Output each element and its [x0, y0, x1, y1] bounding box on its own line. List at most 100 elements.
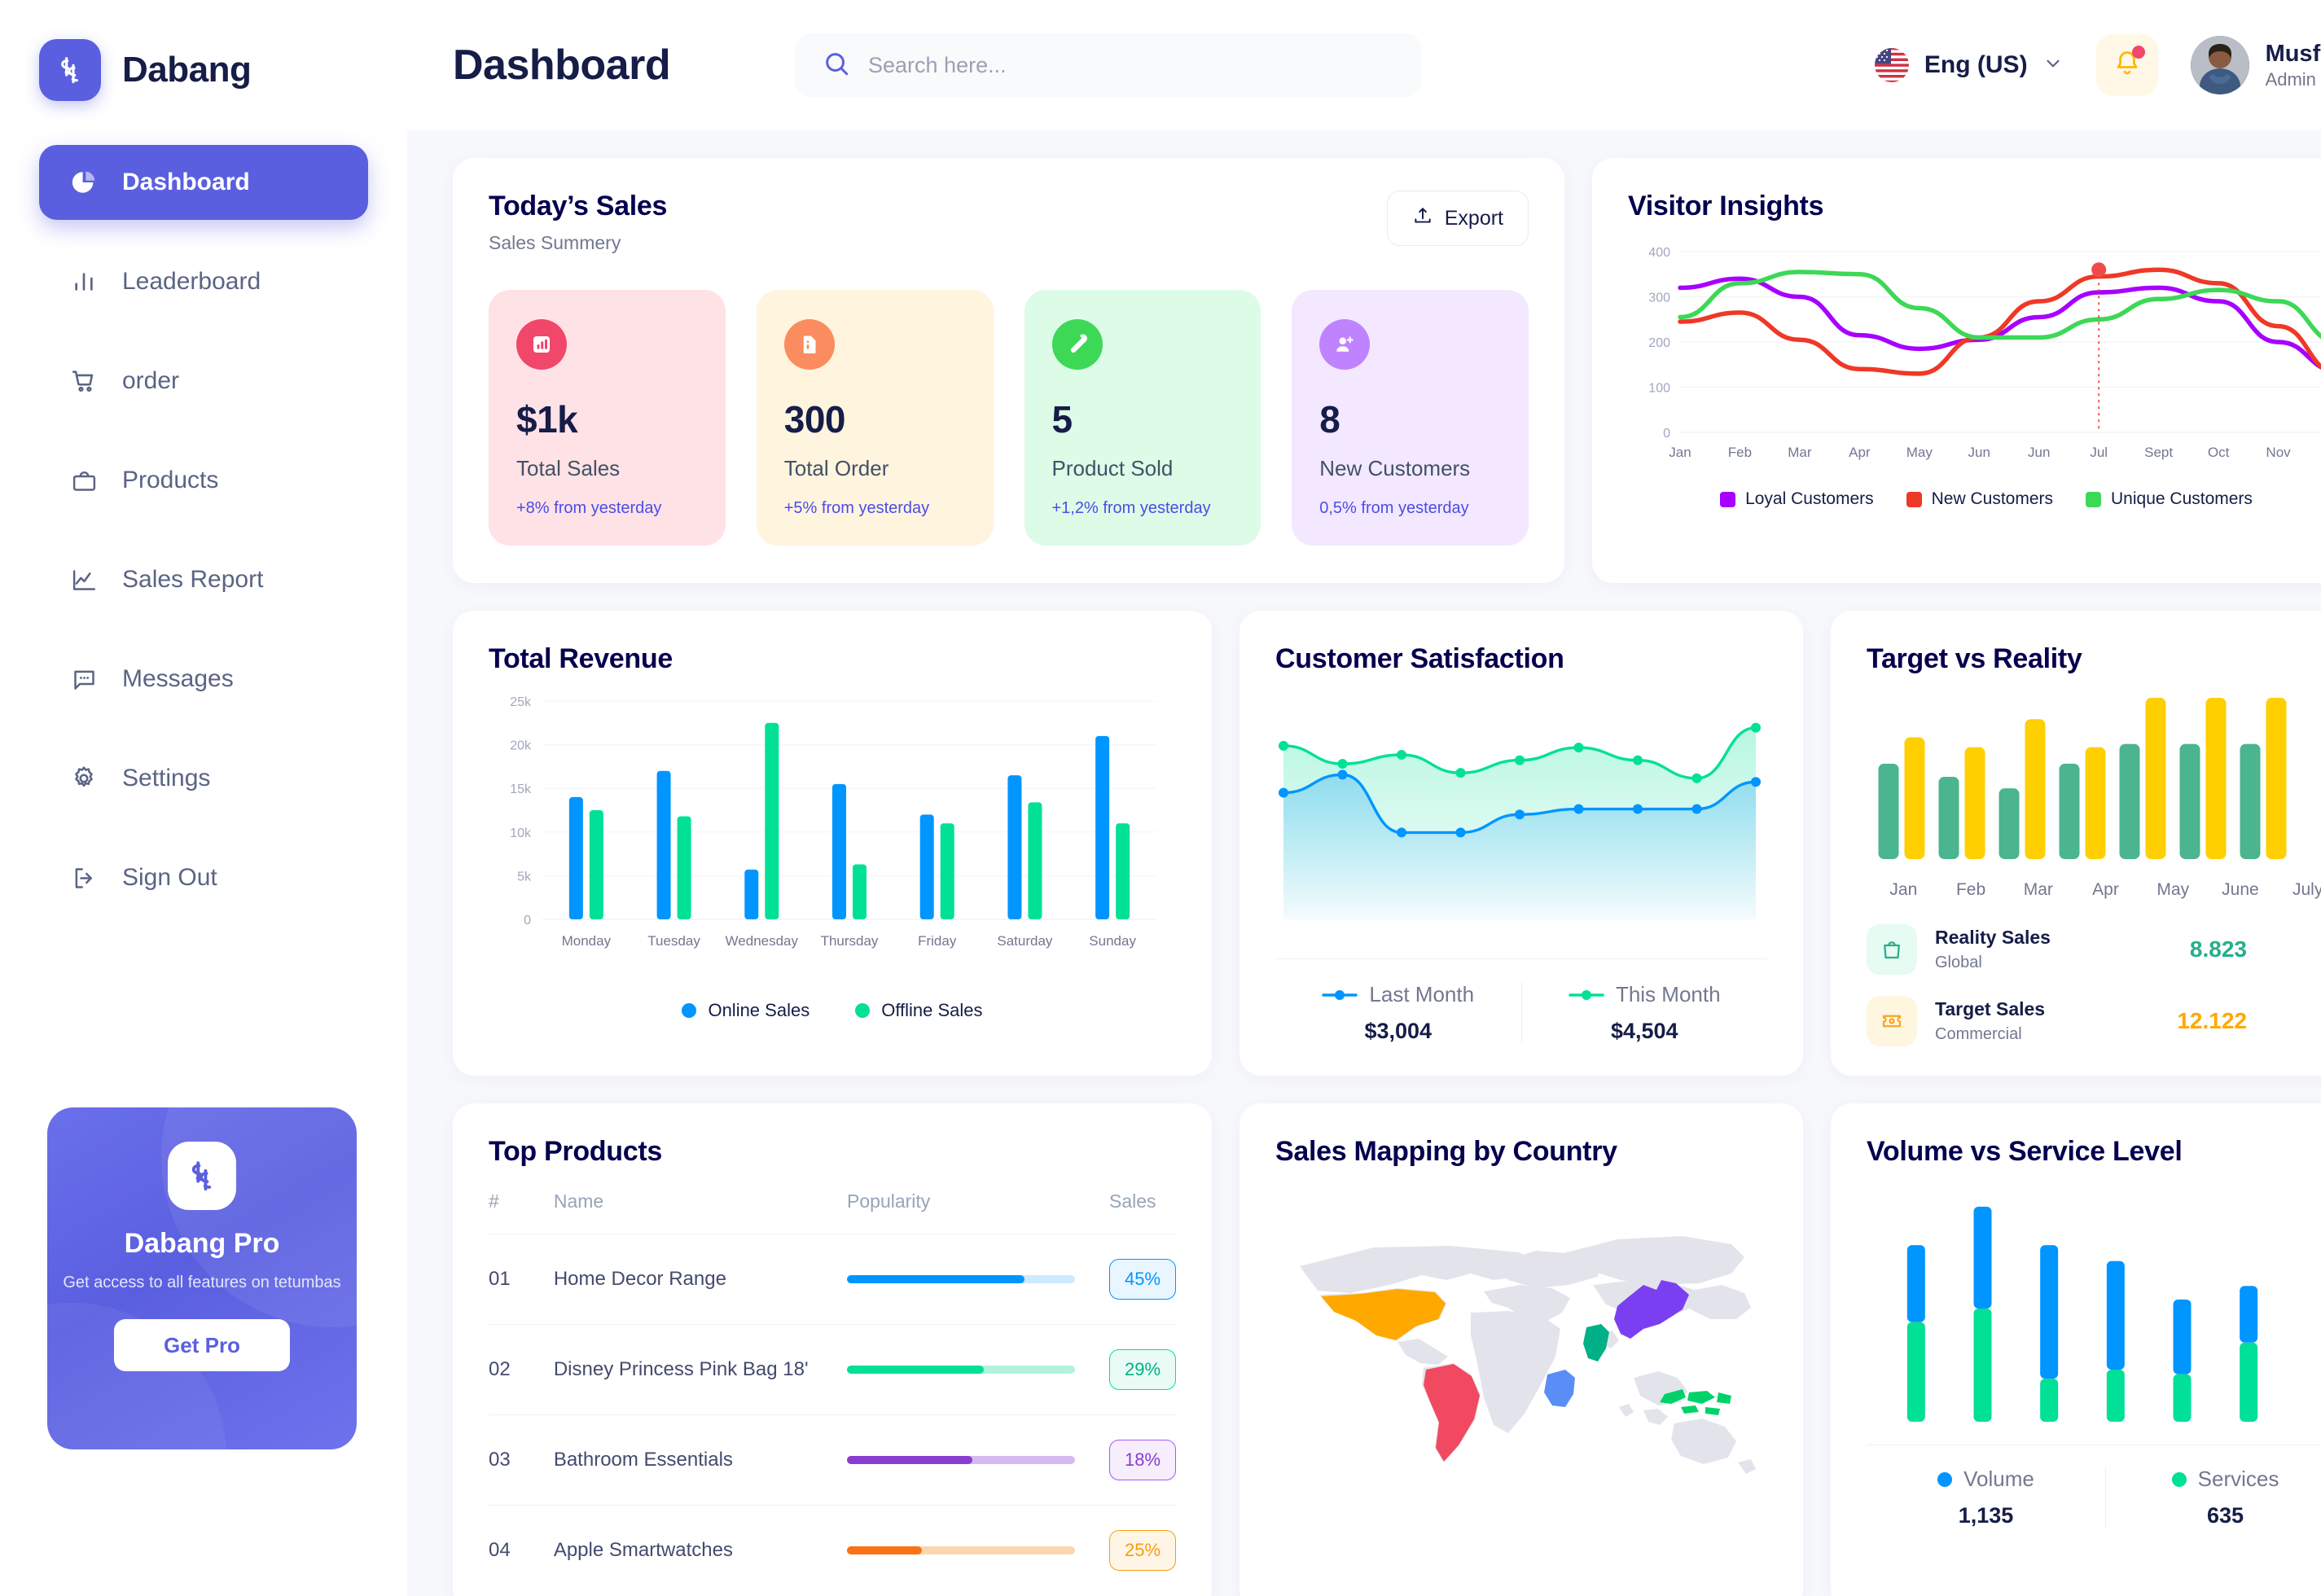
legend-swatch [1906, 491, 1922, 507]
cs-this-month: This Month $4,504 [1520, 982, 1768, 1044]
stat-card-total-order[interactable]: 300 Total Order +5% from yesterday [756, 290, 994, 546]
table-row[interactable]: 02 Disney Princess Pink Bag 18' 29% [489, 1324, 1176, 1415]
dollar-swap-icon [191, 1161, 212, 1191]
legend-swatch [855, 1003, 871, 1018]
sidebar-nav: Dashboard Leaderboard order [39, 145, 368, 940]
table-row[interactable]: 01 Home Decor Range 45% [489, 1234, 1176, 1325]
sidebar-item-dashboard[interactable]: Dashboard [39, 145, 368, 220]
svg-text:Saturday: Saturday [997, 933, 1053, 949]
user-text: Musfiq Admin [2266, 39, 2321, 91]
get-pro-button[interactable]: Get Pro [114, 1319, 290, 1371]
world-map[interactable] [1275, 1189, 1764, 1498]
country-saudi-arabia[interactable] [1583, 1324, 1609, 1361]
svg-text:Mar: Mar [1788, 445, 1812, 460]
legend-item[interactable]: Online Sales [682, 1000, 809, 1021]
search-box[interactable] [795, 33, 1422, 97]
visitor-insights-legend: Loyal Customers New Customers Unique Cus… [1628, 489, 2321, 509]
user-role: Admin [2265, 69, 2316, 90]
brand-logo [39, 39, 101, 101]
legend-item[interactable]: Unique Customers [2086, 489, 2253, 509]
stat-value: 300 [783, 398, 846, 441]
stat-card-total-sales[interactable]: $1k Total Sales +8% from yesterday [489, 290, 726, 546]
legend-label: Unique Customers [2111, 489, 2253, 508]
target-vs-reality-axis: Jan Feb Mar Apr May June July [1867, 880, 2321, 900]
legend-swatch [2171, 1471, 2187, 1487]
country-china[interactable] [1614, 1280, 1689, 1339]
row-sales: 45% [1109, 1234, 1176, 1325]
column-header: Popularity [847, 1190, 931, 1212]
todays-sales-title: Today’s Sales [489, 191, 668, 221]
search-input[interactable] [868, 52, 1394, 78]
legend-swatch [1569, 989, 1604, 1000]
legend-sublabel: Commercial [1935, 1025, 2022, 1043]
sidebar-item-sales-report[interactable]: Sales Report [39, 542, 368, 617]
table-row[interactable]: 03 Bathroom Essentials 18% [489, 1414, 1176, 1506]
legend-item[interactable]: Loyal Customers [1720, 489, 1874, 509]
legend-label: Reality Sales [1935, 927, 2051, 948]
legend-item[interactable]: New Customers [1906, 489, 2053, 509]
legend-item-reality-sales[interactable]: Reality Sales Global 8.823 [1867, 924, 2321, 975]
brand[interactable]: Dabang [39, 0, 368, 101]
us-flag-icon [1873, 47, 1910, 83]
row-sales: 25% [1109, 1505, 1176, 1595]
country-united-states[interactable] [1321, 1289, 1446, 1340]
svg-text:Oct: Oct [2208, 445, 2230, 460]
svg-text:100: 100 [1648, 382, 1670, 396]
dashboard-content: Today’s Sales Sales Summery Export [407, 130, 2321, 1596]
cs-amount: $4,504 [1610, 1019, 1678, 1043]
legend-value: 12.122 [2177, 1008, 2247, 1033]
svg-text:25k: 25k [510, 695, 532, 709]
row-index: 04 [489, 1505, 554, 1595]
row-popularity [847, 1324, 1109, 1415]
progress-track [847, 1546, 1076, 1554]
country-brazil[interactable] [1424, 1364, 1480, 1462]
vol-services: Services 635 [2105, 1467, 2321, 1528]
export-button[interactable]: Export [1386, 191, 1529, 246]
sidebar-item-sign-out[interactable]: Sign Out [39, 840, 368, 915]
export-icon [1412, 205, 1433, 232]
legend-item[interactable]: Services [2106, 1467, 2321, 1492]
language-selector[interactable]: Eng (US) [1873, 47, 2064, 83]
axis-tick: Mar [2023, 880, 2053, 899]
country-dr-congo[interactable] [1544, 1370, 1575, 1407]
legend-swatch [1720, 491, 1736, 507]
top-products-table: # Name Popularity Sales 01 Home Decor Ra… [489, 1190, 1176, 1595]
notifications-button[interactable] [2095, 34, 2158, 96]
user-name: Musfiq [2265, 41, 2321, 68]
vol-amount: 1,135 [1958, 1503, 2014, 1528]
svg-text:Sunday: Sunday [1089, 933, 1136, 949]
legend-item[interactable]: Last Month [1275, 982, 1521, 1007]
topbar-right: Eng (US) [1873, 34, 2321, 96]
row-index: 02 [489, 1324, 554, 1415]
user-menu[interactable]: Musfiq Admin [2190, 36, 2321, 94]
pro-title: Dabang Pro [124, 1228, 280, 1259]
sidebar-item-order[interactable]: order [39, 344, 368, 419]
stat-label: Total Order [783, 456, 889, 480]
stat-card-new-customers[interactable]: 8 New Customers 0,5% from yesterday [1292, 290, 1529, 546]
sidebar-item-leaderboard[interactable]: Leaderboard [39, 244, 368, 319]
stat-delta: 0,5% from yesterday [1319, 499, 1469, 517]
row-popularity [847, 1414, 1109, 1506]
sidebar-item-settings[interactable]: Settings [39, 741, 368, 816]
axis-tick: Apr [2092, 880, 2119, 899]
legend-label: Volume [1963, 1467, 2034, 1491]
top-products-title: Top Products [489, 1136, 662, 1167]
legend-item[interactable]: This Month [1522, 982, 1768, 1007]
sidebar-item-messages[interactable]: Messages [39, 642, 368, 717]
row-name: Disney Princess Pink Bag 18' [553, 1324, 848, 1415]
table-row[interactable]: 04 Apple Smartwatches 25% [489, 1505, 1176, 1595]
country-indonesia[interactable] [1660, 1389, 1731, 1415]
bag-icon [1867, 924, 1917, 975]
svg-text:20k: 20k [510, 739, 532, 753]
table-header-row: # Name Popularity Sales [489, 1190, 1176, 1234]
sidebar-item-products[interactable]: Products [39, 443, 368, 518]
legend-item[interactable]: Offline Sales [855, 1000, 983, 1021]
legend-item-target-sales[interactable]: Target Sales Commercial 12.122 [1867, 996, 2321, 1046]
stat-label: New Customers [1319, 456, 1471, 480]
legend-text: Target Sales Commercial [1935, 998, 2045, 1044]
stat-card-product-sold[interactable]: 5 Product Sold +1,2% from yesterday [1024, 290, 1261, 546]
todays-sales-subtitle: Sales Summery [489, 232, 621, 253]
legend-item[interactable]: Volume [1867, 1467, 2105, 1492]
svg-text:Sept: Sept [2144, 445, 2173, 460]
volume-service-chart [1906, 1206, 2258, 1422]
